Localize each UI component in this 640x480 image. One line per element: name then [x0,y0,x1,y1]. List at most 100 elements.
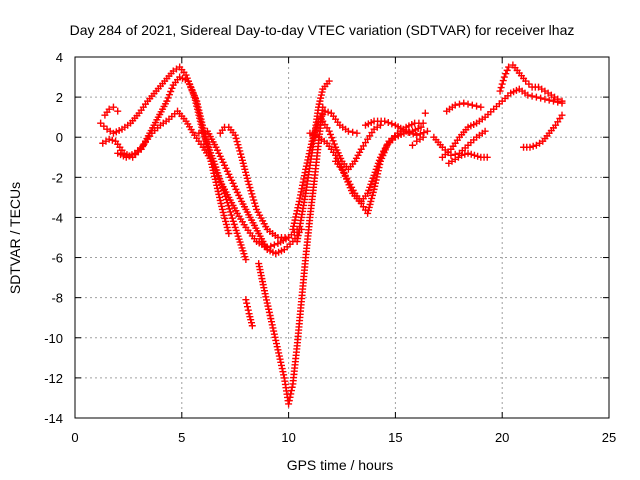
plot-frame [74,56,610,419]
data-point-fill [280,371,288,379]
data-point-fill [287,390,295,398]
data-point [481,127,489,135]
data-point [554,95,562,103]
data-point [381,117,389,125]
y-tick-label: -12 [44,371,63,386]
data-point-fill [290,219,298,227]
data-point-fill [474,152,482,160]
data-point [105,135,113,143]
data-point [244,177,252,185]
data-point [321,107,329,115]
data-point-fill [165,91,173,99]
data-point [541,95,549,103]
data-point-fill [329,137,337,145]
data-point [423,127,431,135]
data-point [526,143,534,151]
data-point-fill [349,128,357,136]
data-point-fill [227,211,235,219]
data-point-fill [251,199,259,207]
x-tick-label: 25 [602,430,616,445]
data-point-fill [237,150,245,158]
data-point [376,121,384,129]
data-point-fill [497,84,505,92]
data-point-fill [270,241,278,249]
data-point [558,111,566,119]
data-point-fill [328,134,336,142]
x-tick-label: 0 [71,430,78,445]
data-point [289,225,297,233]
data-point-fill [305,153,313,161]
data-point-fill [249,193,257,201]
data-point [248,322,256,330]
data-point-fill [503,66,511,74]
data-point-fill [243,299,251,307]
data-point-fill [246,184,254,192]
y-tick-label: -2 [51,170,63,185]
data-point-fill [288,383,296,391]
data-point [370,185,378,193]
data-point [460,99,468,107]
data-point-fill [270,330,278,338]
data-point-fill [232,134,240,142]
data-point-fill [295,201,303,209]
data-point-fill [277,361,285,369]
y-tick-label: -8 [51,291,63,306]
data-point [419,133,427,141]
data-point-fill [303,159,311,167]
data-point [505,63,513,71]
data-point-fill [252,202,260,210]
data-point-fill [263,296,271,304]
data-point-fill [268,321,276,329]
data-point-fill [305,150,313,158]
data-point [483,153,491,161]
data-point [558,97,566,105]
data-point [195,129,203,137]
y-axis-label: SDTVAR / TECUs [7,182,23,294]
data-point-fill [262,293,270,301]
x-tick-label: 15 [388,430,402,445]
data-point-fill [455,100,463,108]
data-point-fill [225,205,233,213]
data-point-fill [278,365,286,373]
data-point-fill [326,130,334,138]
y-tick-label: -10 [44,331,63,346]
data-point [353,129,361,137]
data-point-fill [502,70,510,78]
data-point-fill [271,333,279,341]
y-tick-label: -14 [44,411,63,426]
data-point-fill [167,87,175,95]
data-point-fill [498,80,506,88]
data-point-fill [250,196,258,204]
data-point-fill [545,96,553,104]
data-point [464,149,472,157]
data-point-fill [164,94,172,102]
data-point-fill [467,150,475,158]
data-point [182,71,190,79]
data-point [302,165,310,173]
data-point-fill [244,306,252,314]
data-point [109,103,117,111]
data-point-fill [286,393,294,401]
data-point [325,77,333,85]
data-point-fill [266,311,274,319]
data-point-fill [293,207,301,215]
data-point [242,256,250,264]
data-point-fill [108,136,116,144]
y-tick-label: -4 [51,210,63,225]
data-point [231,131,239,139]
data-point [496,87,504,95]
data-point-fill [272,340,280,348]
data-point-fill [384,119,392,127]
data-point-fill [236,147,244,155]
data-point-fill [420,129,428,137]
data-point [408,141,416,149]
data-point-fill [307,140,315,148]
data-point-fill [229,217,237,225]
x-axis-label: GPS time / hours [287,457,394,473]
data-point [242,296,250,304]
data-point-fill [294,204,302,212]
data-point [451,101,459,109]
data-point-fill [292,210,300,218]
data-point-fill [461,150,469,158]
y-tick-label: 2 [56,90,63,105]
